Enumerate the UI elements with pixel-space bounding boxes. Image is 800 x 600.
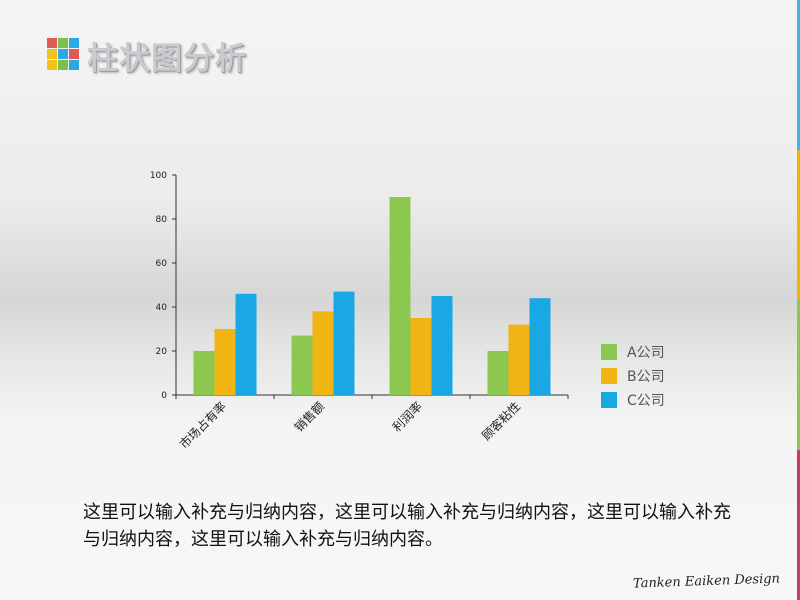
logo-square [47, 49, 57, 59]
logo-square [69, 60, 79, 70]
bar [193, 351, 215, 395]
chart-legend: A公司 B公司 C公司 [601, 340, 665, 412]
right-accent-stripe [797, 0, 800, 600]
bar [291, 335, 313, 395]
bar [333, 291, 355, 395]
bar [410, 318, 432, 395]
bar [389, 197, 411, 395]
stripe-blue [797, 0, 800, 150]
logo-square [69, 38, 79, 48]
color-grid-logo-icon [47, 38, 81, 72]
summary-text: 这里可以输入补充与归纳内容，这里可以输入补充与归纳内容，这里可以输入补充与归纳内… [83, 502, 731, 550]
bar [214, 329, 236, 395]
slide-header: 柱状图分析 [47, 35, 247, 77]
logo-square [47, 60, 57, 70]
bar [529, 298, 551, 395]
stripe-green [797, 300, 800, 450]
legend-item: C公司 [601, 388, 665, 412]
legend-item: A公司 [601, 340, 665, 364]
logo-square [58, 60, 68, 70]
y-tick-label: 60 [156, 259, 168, 269]
y-tick-label: 0 [161, 391, 167, 401]
logo-square [58, 38, 68, 48]
legend-label: C公司 [627, 393, 665, 409]
x-category-label: 销售额 [291, 399, 327, 435]
x-category-label: 利润率 [389, 399, 425, 435]
legend-label: B公司 [627, 369, 665, 385]
legend-swatch [601, 392, 617, 408]
logo-square [69, 49, 79, 59]
logo-square [47, 38, 57, 48]
y-tick-label: 100 [150, 171, 167, 181]
legend-label: A公司 [627, 345, 665, 361]
y-tick-label: 40 [156, 303, 168, 313]
bar [431, 296, 453, 395]
bar [487, 351, 509, 395]
bar [508, 324, 530, 395]
slide-title: 柱状图分析 [87, 40, 247, 77]
bar [235, 293, 257, 395]
stripe-pink [797, 450, 800, 600]
legend-item: B公司 [601, 364, 665, 388]
stripe-yellow [797, 150, 800, 300]
logo-square [58, 49, 68, 59]
legend-swatch [601, 368, 617, 384]
bar [312, 311, 334, 395]
y-tick-label: 20 [156, 347, 168, 357]
y-tick-label: 80 [156, 215, 168, 225]
x-category-label: 顾客粘性 [479, 399, 524, 444]
legend-swatch [601, 344, 617, 360]
x-category-label: 市场占有率 [176, 399, 229, 452]
